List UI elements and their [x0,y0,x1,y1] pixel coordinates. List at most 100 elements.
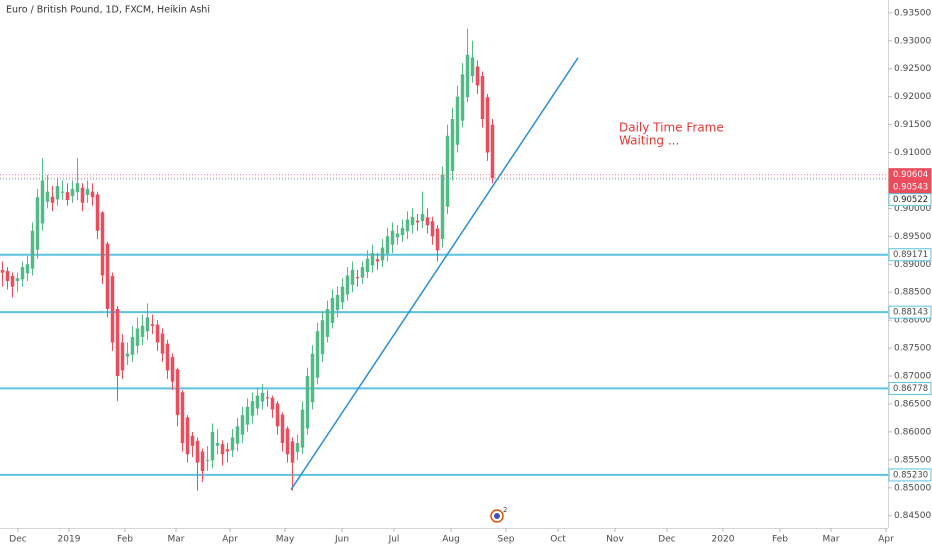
y-tick-label: 0.87000 [894,372,931,382]
candle-body [125,353,130,357]
candle-body [415,220,420,223]
candle-body [135,328,140,346]
candle-body [90,191,95,198]
candle-body [315,331,320,378]
chart-title: Euro / British Pound, 1D, FXCM, Heikin A… [6,5,210,16]
candle-body [400,227,405,236]
candle-body [385,236,390,254]
price-badge-label: 0.90522 [893,195,928,205]
candle-body [200,451,205,472]
candle-body [375,259,380,262]
level-label: 0.89171 [893,250,928,260]
candle-body [460,74,465,121]
candle-body [405,219,410,232]
x-tick-label: Jun [334,535,349,545]
level-label-box [888,305,932,319]
candle-body [450,119,455,171]
candle-body [190,435,195,446]
y-tick-label: 0.86000 [894,427,931,437]
candle-body [250,401,255,416]
level-label: 0.85230 [893,470,928,480]
candle-body [470,57,475,76]
candle-body [185,417,190,455]
y-tick-label: 0.87500 [894,344,931,354]
candle-body [485,97,490,153]
y-tick-label: 0.92500 [894,64,931,74]
candle-body [245,406,250,425]
candle-body [430,221,435,237]
event-icon-inner [494,513,500,519]
candle-body [45,191,50,202]
y-tick-label: 0.93500 [894,8,931,18]
candle-body [175,369,180,416]
annotation: Daily Time Frame [619,121,724,135]
y-tick-label: 0.93000 [894,36,931,46]
price-badge-box [888,193,932,207]
candle-body [80,187,85,203]
x-tick-label: Dec [658,535,675,545]
candle-body [225,449,230,452]
candle-body [60,191,65,193]
candle-body [475,66,480,86]
price-badge-label: 0.90604 [893,170,928,180]
candle-body [30,230,35,269]
candle-body [380,247,385,261]
y-tick-label: 0.89000 [894,260,931,270]
candle-body [205,459,210,461]
candle-body [65,192,70,201]
x-tick-label: Jul [388,535,400,545]
candle-body [320,320,325,355]
candle-body [235,426,240,444]
candle-body [435,228,440,251]
candle-body [85,188,90,195]
candle-body [180,392,185,444]
candle-body [150,324,155,326]
candle-body [255,395,260,409]
candle-body [290,441,295,463]
x-tick-label: 2020 [712,535,735,545]
candle-body [365,258,370,273]
x-tick-label: Oct [550,535,566,545]
event-count: 2 [503,506,507,514]
x-tick-label: Feb [117,535,133,545]
candle-body [300,409,305,448]
candle-body [195,440,200,463]
candle-body [25,264,30,274]
y-tick-label: 0.84500 [894,511,931,521]
y-tick-label: 0.91500 [894,120,931,130]
candle-body [260,392,265,402]
candle-body [110,276,115,343]
price-badge-label: 0.90543 [893,183,928,193]
candle-body [70,188,75,197]
x-tick-label: Sep [498,535,515,545]
candle-body [335,295,340,311]
y-tick-label: 0.88500 [894,288,931,298]
plot-area [0,28,888,491]
level-label: 0.86778 [893,384,928,394]
y-tick-label: 0.85500 [894,455,931,465]
y-tick-label: 0.88000 [894,316,931,326]
candle-body [105,243,110,309]
x-tick-label: Feb [772,535,788,545]
candle-body [240,415,245,435]
level-label-box [888,381,932,395]
candle-body [360,267,365,278]
candle-body [390,230,395,245]
candle-body [115,308,120,377]
candle-body [230,437,235,451]
candle-body [270,397,275,410]
candle-body [15,278,20,282]
y-tick-label: 0.92000 [894,92,931,102]
candle-body [395,233,400,238]
x-tick-label: Apr [878,535,894,545]
x-tick-label: Apr [222,535,238,545]
candle-body [465,54,470,98]
candle-body [490,124,495,179]
x-tick-label: Aug [442,535,460,545]
candle-body [285,428,290,455]
x-tick-label: Mar [168,535,185,545]
candle-body [330,297,335,323]
candle-body [40,180,45,224]
candle-body [445,135,450,207]
